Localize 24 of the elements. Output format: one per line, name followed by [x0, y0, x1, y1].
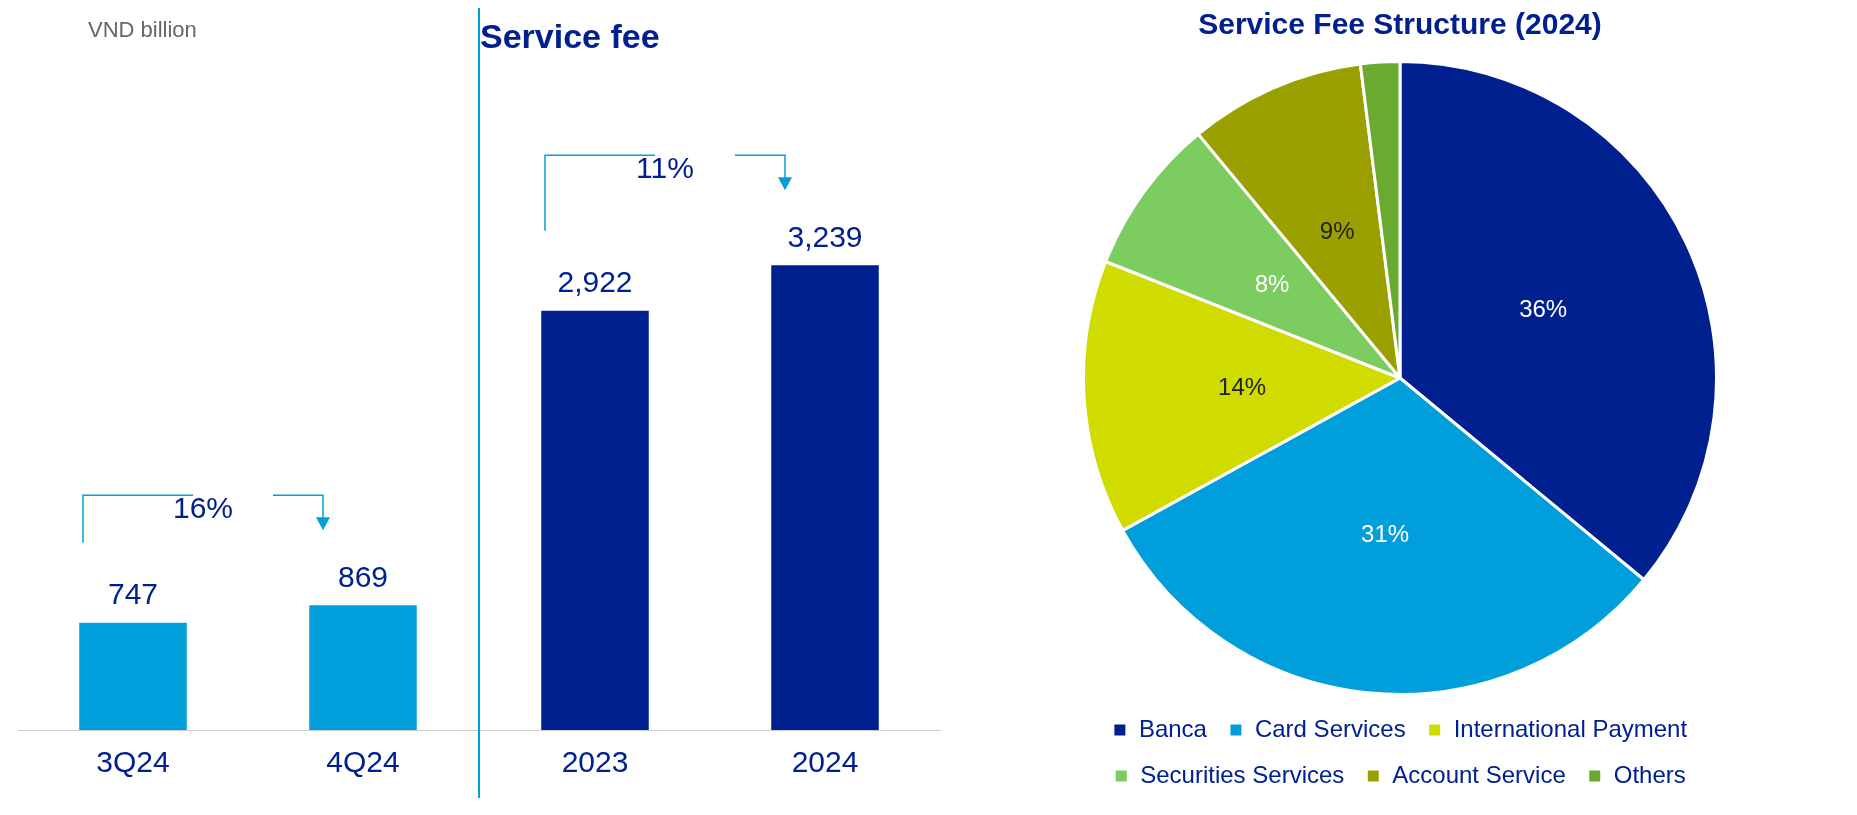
data-label: 31%	[1361, 520, 1410, 548]
chart-title: Service Fee Structure (2024)	[1198, 7, 1602, 41]
chart-title: Service fee	[480, 16, 660, 55]
legend-label: Securities Services	[1140, 760, 1345, 788]
data-label: 8%	[1254, 269, 1290, 297]
x-tick-label: 2023	[561, 745, 629, 779]
text: 11%	[636, 150, 694, 184]
x-tick-label: 3Q24	[96, 745, 170, 779]
legend-label: Banca	[1138, 714, 1208, 742]
x-tick-label: 4Q24	[326, 745, 400, 779]
text: 16%	[172, 490, 234, 524]
data-label: 36%	[1519, 295, 1568, 323]
data-label: 2,922	[557, 265, 633, 299]
legend-label: International Payment	[1453, 714, 1688, 742]
data-label: 869	[337, 559, 389, 593]
data-label: 747	[107, 577, 159, 611]
legend-label: Account Service	[1392, 760, 1566, 788]
data-label: 9%	[1319, 217, 1355, 245]
x-tick-label: 2024	[791, 745, 859, 779]
data-label: 3,239	[787, 219, 863, 253]
legend-label: Others	[1613, 760, 1686, 788]
data-label: 14%	[1218, 372, 1267, 400]
text: VND billion	[88, 17, 197, 43]
legend-label: Card Services	[1254, 714, 1406, 742]
